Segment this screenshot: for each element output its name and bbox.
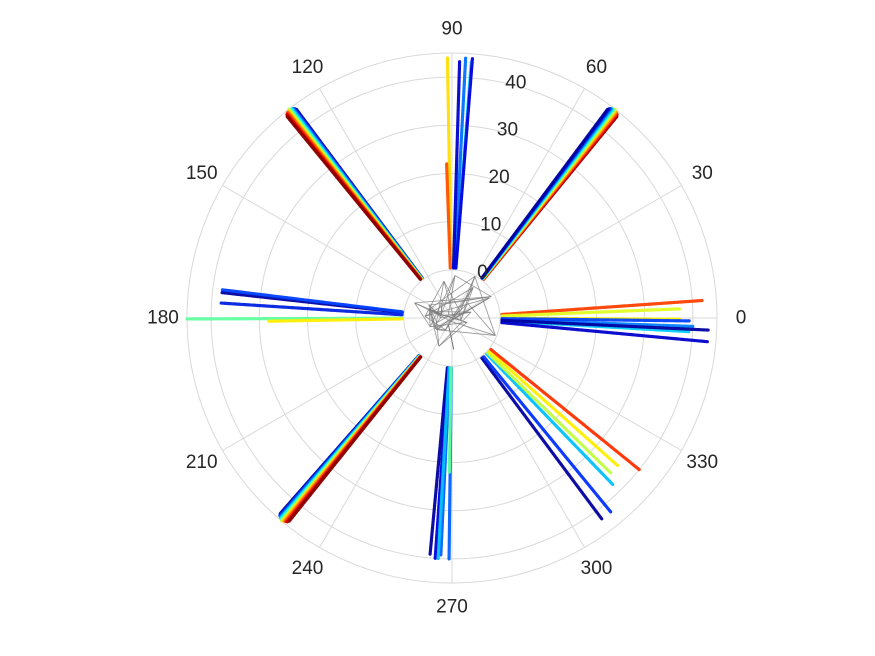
core-link [458, 287, 474, 311]
ray-7-line-0 [500, 298, 704, 317]
theta-tick-210: 210 [186, 452, 218, 473]
core-link [429, 276, 476, 310]
ray-18-line-1 [482, 355, 613, 515]
core-link [447, 275, 456, 317]
core-link [443, 281, 454, 316]
r-tick-40: 40 [505, 72, 526, 93]
core-link [428, 296, 492, 306]
grid-spoke-30 [451, 185, 682, 319]
core-link [414, 296, 492, 304]
radius-tick-labels: 0 10 20 30 40 [477, 72, 526, 283]
theta-tick-300: 300 [581, 558, 613, 579]
theta-tick-60: 60 [586, 57, 607, 78]
theta-tick-120: 120 [292, 57, 324, 78]
grid-spoke-210 [222, 317, 453, 451]
core-link [467, 303, 496, 336]
theta-tick-150: 150 [186, 163, 218, 184]
theta-tick-90: 90 [441, 19, 462, 40]
ray-10-line-1 [500, 318, 710, 332]
core-link [460, 302, 468, 311]
ray-5-line-12 [284, 114, 422, 281]
ray-17-line-0 [447, 366, 453, 474]
ray-9-line-2 [500, 317, 691, 323]
ray-2-line-0 [454, 57, 475, 270]
r-tick-30: 30 [497, 120, 518, 141]
core-link [436, 322, 440, 347]
r-tick-20: 20 [489, 167, 510, 188]
core-link [429, 275, 456, 327]
ray-21-line-0 [489, 347, 641, 472]
ray-3-line-0 [445, 162, 452, 270]
core-network [414, 275, 496, 350]
core-link [454, 275, 492, 297]
core-link [428, 309, 431, 327]
grid-spoke-240 [319, 317, 453, 548]
ray-4-line-12 [480, 106, 610, 280]
grid-spoke-120 [319, 88, 453, 319]
r-tick-0: 0 [477, 262, 488, 283]
ray-16-line-0 [436, 366, 451, 562]
ray-10-line-0 [500, 321, 709, 344]
core-link [430, 321, 468, 328]
core-link [431, 311, 471, 313]
core-link [424, 316, 446, 331]
ray-18-line-0 [480, 356, 604, 522]
core-link [414, 302, 431, 327]
theta-tick-30: 30 [692, 163, 713, 184]
r-tick-10: 10 [480, 215, 501, 236]
ray-19-line-0 [485, 352, 615, 486]
ray-6-line-12 [287, 355, 423, 524]
core-link [436, 329, 496, 336]
core-link [438, 311, 472, 347]
ray-20-line-1 [487, 349, 620, 468]
theta-tick-270: 270 [436, 597, 468, 618]
core-link [474, 276, 496, 336]
grid-spoke-330 [451, 317, 682, 451]
theta-tick-180: 180 [147, 308, 179, 329]
core-link [414, 302, 442, 315]
ray-1-line-2 [451, 60, 462, 270]
core-link [467, 287, 474, 304]
core-link [449, 297, 490, 322]
core-link [460, 276, 476, 311]
core-link [431, 311, 468, 323]
core-link [440, 311, 472, 319]
core-link [424, 281, 445, 317]
theta-tick-240: 240 [292, 558, 324, 579]
core-link [436, 316, 449, 323]
grid-spoke-150 [222, 185, 453, 319]
ray-20-line-0 [486, 351, 613, 476]
grid-spoke-300 [451, 317, 585, 548]
ray-1-line-1 [453, 56, 468, 270]
core-link [438, 322, 468, 347]
ray-15-line-0 [428, 366, 449, 556]
core-link [434, 281, 445, 329]
theta-tick-0: 0 [736, 308, 747, 329]
ray-11-line-1 [218, 301, 404, 317]
core-link [441, 275, 456, 315]
core-link [448, 324, 455, 350]
core-link [431, 311, 438, 323]
ray-8-line-1 [500, 307, 681, 318]
ray-12-line-0 [220, 288, 404, 314]
data-rays [185, 56, 710, 562]
ray-14-line-0 [267, 317, 404, 323]
theta-tick-330: 330 [686, 452, 718, 473]
core-link [445, 309, 460, 331]
core-link [428, 309, 440, 347]
